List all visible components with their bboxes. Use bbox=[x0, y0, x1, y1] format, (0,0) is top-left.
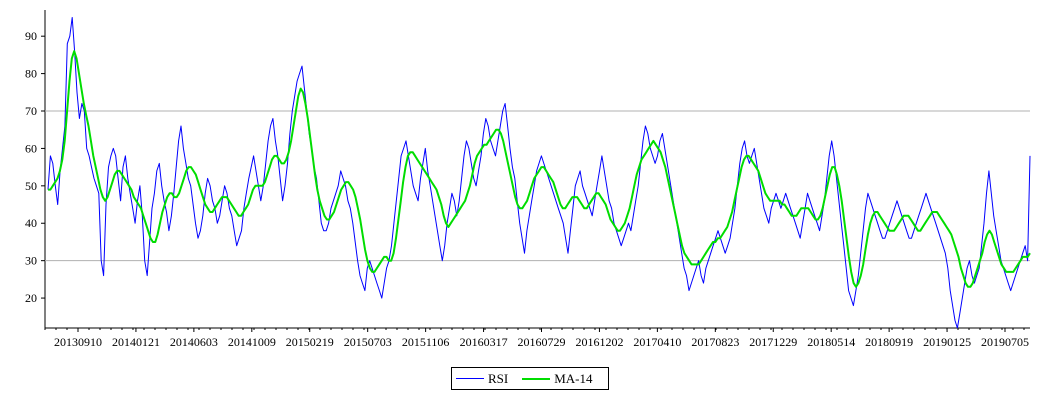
x-tick-label: 20180919 bbox=[865, 335, 913, 349]
x-tick-label: 20130910 bbox=[54, 335, 102, 349]
series-line-rsi bbox=[47, 17, 1031, 329]
reference-lines bbox=[45, 110, 1030, 262]
legend-item-ma14: MA-14 bbox=[522, 371, 602, 387]
x-tick-label: 20160317 bbox=[460, 335, 508, 349]
x-tick-label: 20180514 bbox=[807, 335, 855, 349]
y-tick-label: 60 bbox=[25, 141, 37, 155]
y-tick-label: 30 bbox=[25, 254, 37, 268]
legend-item-rsi: RSI bbox=[456, 371, 518, 387]
x-tick-label: 20190705 bbox=[981, 335, 1029, 349]
legend-swatch-rsi bbox=[456, 378, 484, 379]
x-tick-label: 20151106 bbox=[402, 335, 450, 349]
y-tick-label: 70 bbox=[25, 104, 37, 118]
x-axis-ticks: 20130910 20140121 20140603 20141009 20150219… bbox=[44, 328, 1029, 349]
x-tick-label: 20161202 bbox=[575, 335, 623, 349]
legend-label-ma14: MA-14 bbox=[554, 370, 593, 386]
x-tick-label: 20171229 bbox=[749, 335, 797, 349]
chart-axes bbox=[44, 10, 1030, 329]
rsi-chart: 20 30 40 50 60 70 80 90 20130910 20140121 2014060… bbox=[25, 10, 1031, 349]
x-tick-label: 20140121 bbox=[112, 335, 160, 349]
chart-legend: RSI MA-14 bbox=[451, 367, 609, 390]
x-tick-label: 20140603 bbox=[170, 335, 218, 349]
x-tick-label: 20150703 bbox=[344, 335, 392, 349]
y-tick-label: 20 bbox=[25, 291, 37, 305]
series-group bbox=[47, 17, 1031, 329]
x-tick-label: 20190125 bbox=[923, 335, 971, 349]
series-line-ma14 bbox=[48, 50, 1031, 288]
x-tick-label: 20141009 bbox=[228, 335, 276, 349]
legend-label-rsi: RSI bbox=[488, 370, 509, 386]
x-tick-label: 20170823 bbox=[691, 335, 739, 349]
y-tick-label: 50 bbox=[25, 179, 37, 193]
y-tick-label: 80 bbox=[25, 67, 37, 81]
x-tick-label: 20150219 bbox=[286, 335, 334, 349]
y-tick-label: 40 bbox=[25, 216, 37, 230]
y-axis-ticks: 20 30 40 50 60 70 80 90 bbox=[25, 29, 45, 305]
legend-swatch-ma14 bbox=[522, 377, 551, 380]
x-tick-label: 20170410 bbox=[633, 335, 681, 349]
x-tick-label: 20160729 bbox=[518, 335, 566, 349]
y-tick-label: 90 bbox=[25, 29, 37, 43]
